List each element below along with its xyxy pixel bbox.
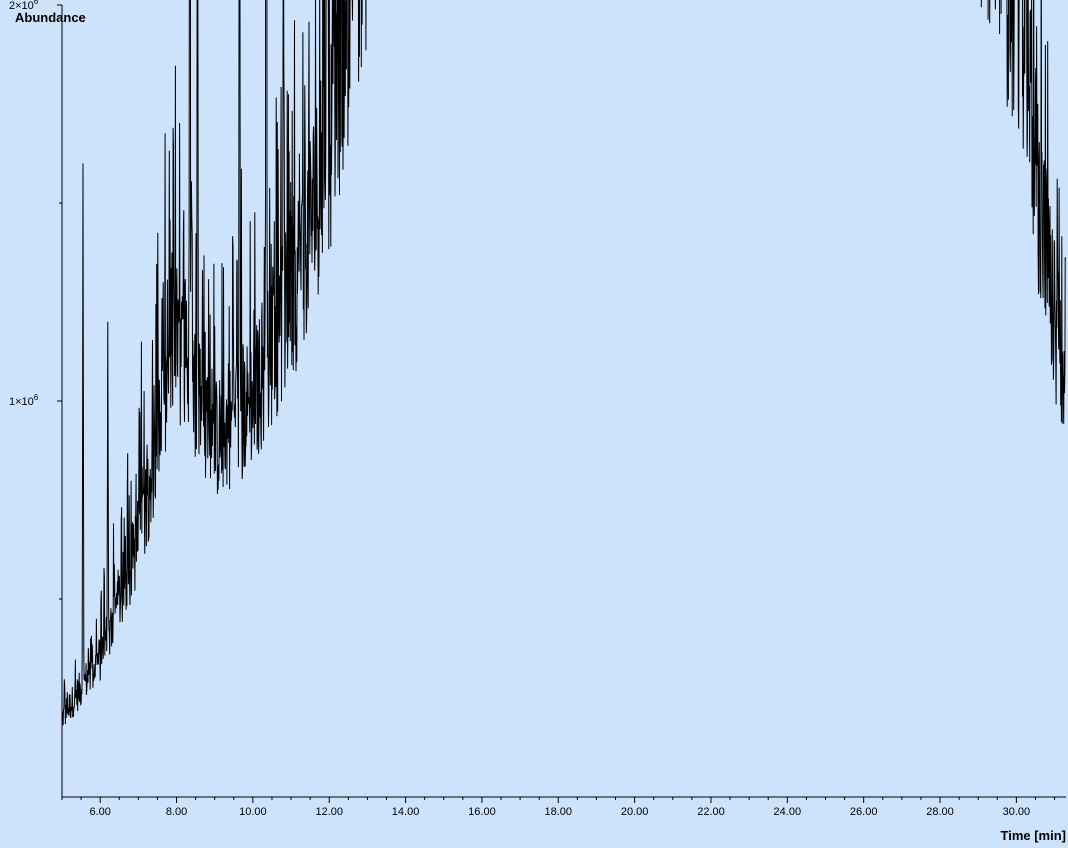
chromatogram-trace — [61, 0, 1067, 726]
x-tick-label: 6.00 — [89, 806, 110, 818]
x-tick-label: 22.00 — [697, 806, 725, 818]
x-tick-label: 10.00 — [239, 806, 267, 818]
x-tick-label: 16.00 — [468, 806, 496, 818]
x-tick-label: 18.00 — [545, 806, 573, 818]
axis-ticks: 6.00 8.00 10.00 12.00 14.00 16.00 18.00 20.00 22… — [9, 0, 1066, 818]
x-tick-label: 12.00 — [315, 806, 343, 818]
x-tick-label: 20.00 — [621, 806, 649, 818]
x-tick-label: 8.00 — [166, 806, 187, 818]
y-axis-title: Abundance — [15, 10, 86, 25]
x-tick-label: 28.00 — [926, 806, 954, 818]
x-tick-label: 14.00 — [392, 806, 420, 818]
x-axis-title: Time [min] — [1001, 828, 1067, 843]
x-tick-label: 26.00 — [850, 806, 878, 818]
y-tick-label: 2×106 — [9, 0, 39, 12]
x-tick-label: 24.00 — [774, 806, 802, 818]
y-tick-label: 1×106 — [9, 393, 39, 408]
x-tick-label: 30.00 — [1003, 806, 1031, 818]
